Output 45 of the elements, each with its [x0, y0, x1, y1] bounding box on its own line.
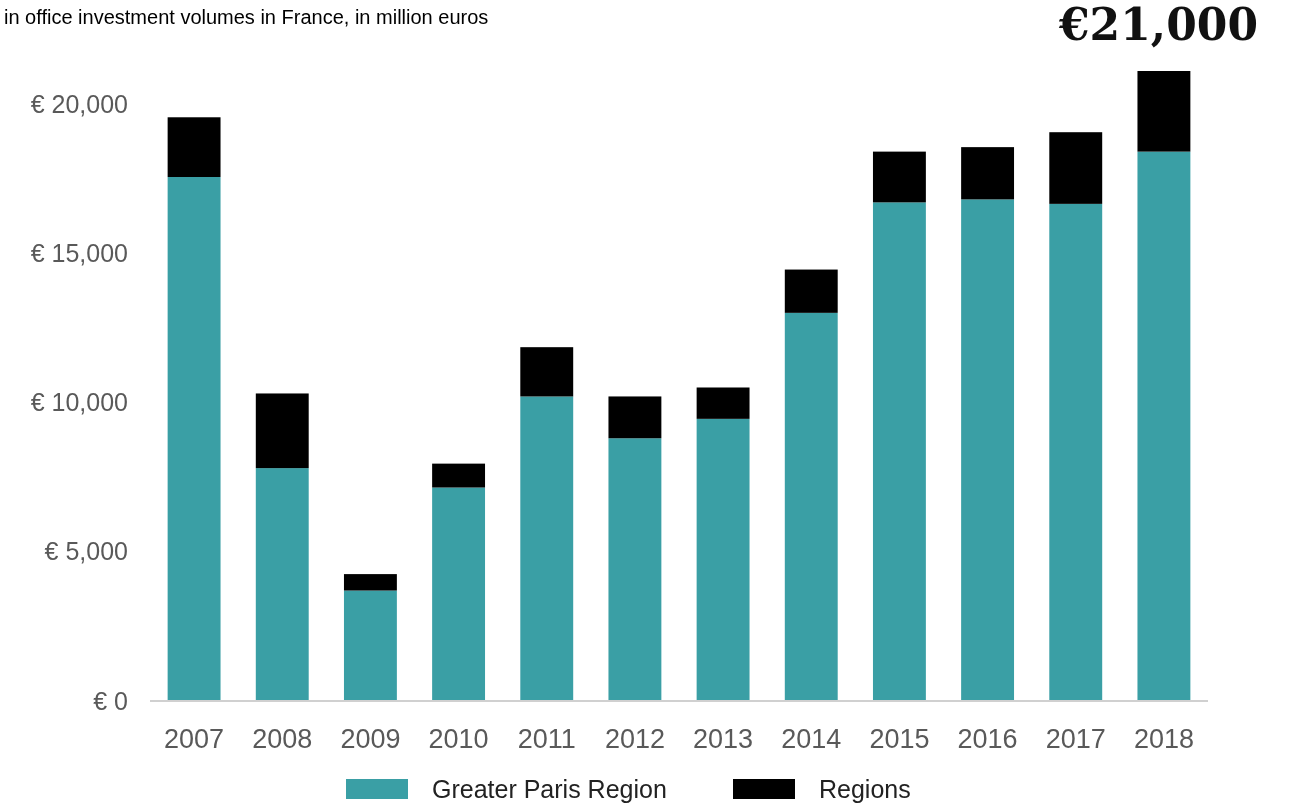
y-tick-label: € 10,000 [30, 388, 128, 417]
bar [872, 151, 926, 203]
bar [784, 312, 838, 701]
bar [520, 396, 574, 701]
bar [1137, 151, 1191, 701]
y-tick-label: € 15,000 [30, 238, 128, 267]
x-tick-label: 2009 [340, 724, 401, 754]
bar [1137, 71, 1191, 152]
x-tick-label: 2013 [693, 724, 754, 754]
x-tick-label: 2012 [604, 724, 665, 754]
bar [167, 117, 221, 177]
bar [343, 574, 397, 591]
text: €21,000 [1057, 0, 1258, 50]
y-tick-label: € 5,000 [44, 537, 128, 566]
x-tick-label: 2014 [781, 724, 842, 754]
bar [608, 396, 662, 439]
bar [255, 468, 309, 701]
y-tick-label: € 20,000 [30, 89, 128, 118]
legend-label: Greater Paris Region [432, 775, 667, 803]
x-tick-label: 2015 [869, 724, 930, 754]
bar [608, 438, 662, 701]
bar [961, 147, 1015, 200]
bar [961, 199, 1015, 701]
bar [432, 463, 486, 488]
bar [255, 393, 309, 469]
chart-title: in office investment volumes in France, in million euros [4, 6, 489, 28]
legend-label: Regions [819, 775, 911, 803]
y-tick-label: € 0 [93, 686, 128, 715]
bar [1049, 132, 1103, 204]
bar [696, 387, 750, 419]
x-tick-label: 2007 [164, 724, 225, 754]
bar [872, 202, 926, 701]
bar [696, 418, 750, 701]
x-tick-label: 2011 [517, 724, 576, 754]
x-tick-label: 2010 [428, 724, 489, 754]
x-tick-label: 2017 [1045, 724, 1106, 754]
bar [784, 269, 838, 313]
bar [167, 177, 221, 701]
bar [432, 487, 486, 701]
bar [1049, 203, 1103, 701]
x-tick-label: 2018 [1133, 724, 1194, 754]
bar [343, 590, 397, 701]
x-tick-label: 2016 [957, 724, 1018, 754]
bar [520, 347, 574, 397]
x-tick-label: 2008 [252, 724, 313, 754]
